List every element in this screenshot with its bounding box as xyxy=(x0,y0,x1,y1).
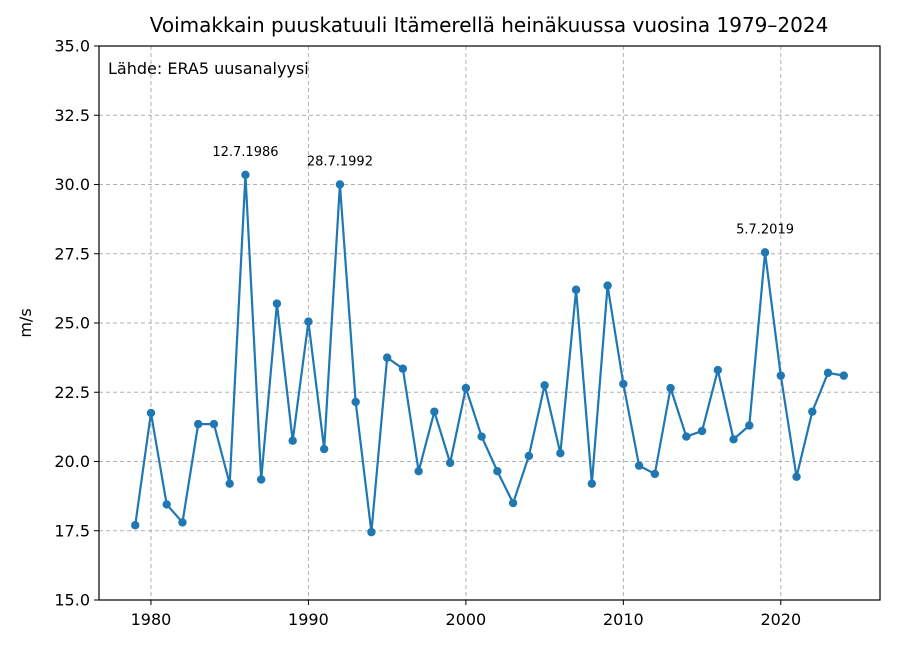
data-point xyxy=(682,432,691,441)
data-point xyxy=(398,364,408,373)
data-point xyxy=(493,466,502,476)
data-point xyxy=(367,527,376,537)
data-point xyxy=(272,299,282,308)
x-tick-label: 1980 xyxy=(131,610,172,629)
data-point xyxy=(351,397,360,407)
x-tick-label: 1990 xyxy=(288,610,329,629)
data-point xyxy=(241,170,250,180)
y-tick-label: 25.0 xyxy=(54,314,90,333)
y-axis-ticks: 15.0 17.5 20.0 22.5 25.0 27.5 30.0 32.5 35.0 xyxy=(54,37,99,610)
data-point xyxy=(760,248,770,257)
data-point xyxy=(823,368,833,378)
y-tick-label: 22.5 xyxy=(54,383,90,402)
data-point xyxy=(508,498,518,508)
y-axis-label: m/s xyxy=(16,308,35,337)
data-point xyxy=(430,407,439,416)
data-point xyxy=(808,407,817,416)
chart-title: Voimakkain puuskatuuli Itämerellä heinäk… xyxy=(150,13,829,37)
data-point xyxy=(745,421,754,430)
x-tick-label: 2000 xyxy=(446,610,487,629)
y-tick-label: 17.5 xyxy=(54,521,90,540)
data-point xyxy=(225,479,234,488)
grid xyxy=(99,45,880,601)
data-point xyxy=(587,479,597,488)
y-tick-label: 32.5 xyxy=(54,106,90,125)
data-point xyxy=(193,419,203,429)
data-point xyxy=(162,500,171,509)
data-point xyxy=(839,371,848,380)
data-point xyxy=(304,317,313,326)
y-tick-label: 27.5 xyxy=(54,244,90,263)
y-tick-label: 35.0 xyxy=(54,37,90,56)
data-point xyxy=(776,371,786,380)
source-note: Lähde: ERA5 uusanalyysi xyxy=(108,59,309,78)
data-point xyxy=(697,426,707,436)
annotations: 12.7.1986 28.7.1992 5.7.2019 xyxy=(212,145,794,238)
data-point xyxy=(131,521,140,530)
data-point xyxy=(461,383,471,393)
data-point xyxy=(414,466,423,476)
data-point xyxy=(556,448,565,458)
data-point xyxy=(792,472,801,481)
series xyxy=(131,170,848,537)
x-axis-ticks: 1980 1990 2000 2010 2020 xyxy=(131,600,801,629)
data-point xyxy=(603,281,612,290)
data-point xyxy=(256,475,266,484)
data-point xyxy=(445,458,455,468)
x-tick-label: 2010 xyxy=(603,610,644,629)
data-point xyxy=(540,381,549,390)
data-point xyxy=(634,461,644,470)
peak-annotation: 28.7.1992 xyxy=(307,155,373,170)
data-point xyxy=(146,408,156,418)
data-point xyxy=(477,432,486,441)
data-point xyxy=(524,451,534,461)
data-point xyxy=(209,419,219,429)
plot-area-frame xyxy=(98,45,881,601)
series-line xyxy=(134,173,844,534)
x-tick-label: 2020 xyxy=(760,610,801,629)
peak-annotation: 12.7.1986 xyxy=(212,145,278,160)
data-point xyxy=(650,469,660,479)
peak-annotation: 5.7.2019 xyxy=(736,222,794,237)
data-point xyxy=(666,383,675,393)
data-point xyxy=(619,379,628,389)
y-tick-label: 30.0 xyxy=(54,175,90,194)
y-tick-label: 15.0 xyxy=(54,591,90,610)
data-point xyxy=(713,365,723,375)
y-tick-label: 20.0 xyxy=(54,452,90,471)
data-point xyxy=(335,180,345,189)
data-point xyxy=(382,353,392,362)
data-point xyxy=(288,436,297,445)
data-point xyxy=(729,435,738,444)
data-point xyxy=(571,285,581,294)
data-point xyxy=(178,518,187,527)
data-point xyxy=(319,444,329,454)
